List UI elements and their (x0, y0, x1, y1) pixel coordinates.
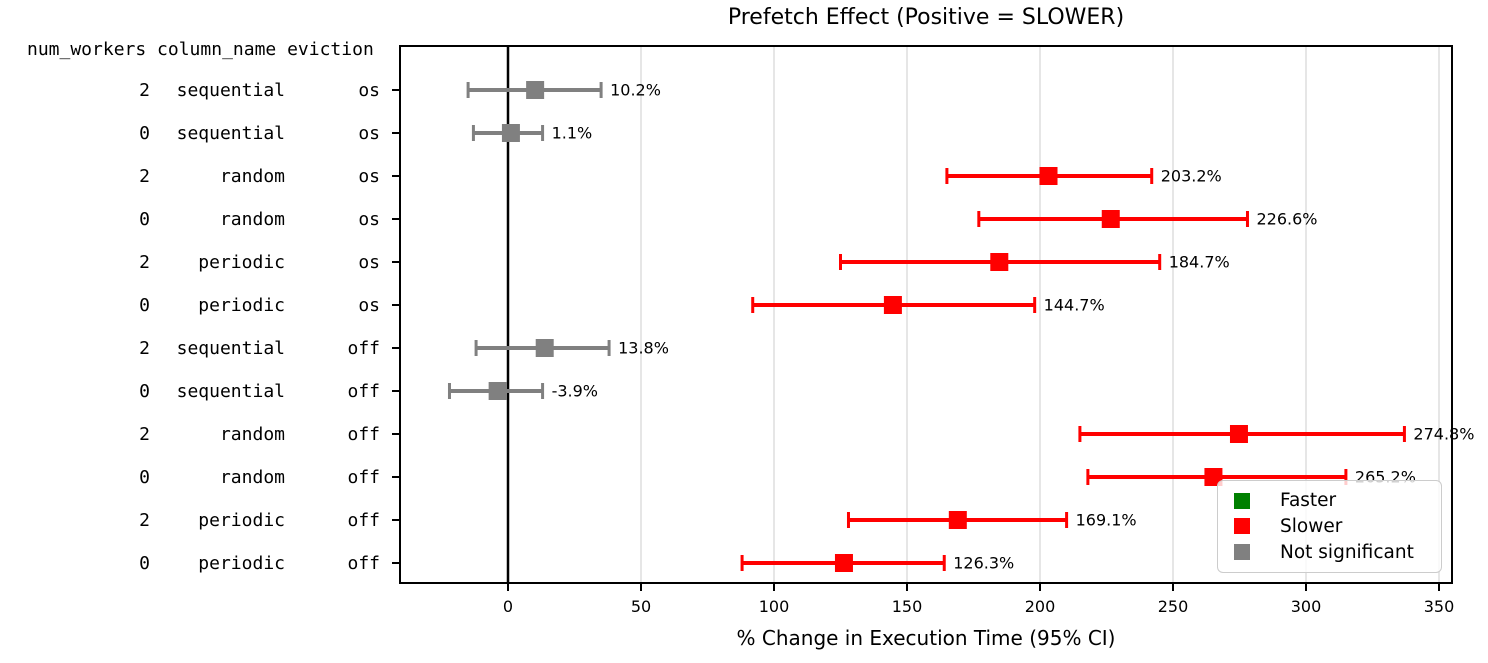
value-label: 144.7% (1044, 296, 1105, 315)
row-label-column-name: periodic (198, 252, 285, 273)
x-tick-label: 250 (1158, 597, 1189, 616)
marker (501, 124, 520, 142)
value-label: 203.2% (1161, 167, 1222, 186)
value-label: 169.1% (1076, 511, 1137, 530)
legend-swatch (1234, 492, 1250, 509)
x-tick-label: 200 (1025, 597, 1056, 616)
row-label-eviction: os (358, 252, 380, 273)
marker (1039, 167, 1058, 185)
chart-title: Prefetch Effect (Positive = SLOWER) (727, 5, 1125, 30)
value-label: -3.9% (552, 382, 598, 401)
x-tick-label: 50 (631, 597, 651, 616)
marker (526, 81, 545, 99)
value-label: 13.8% (618, 339, 669, 358)
row-label-eviction: os (358, 166, 380, 187)
row-label-num-workers: 2 (139, 80, 150, 101)
plot-border (399, 45, 1453, 584)
row-label-column-name: sequential (177, 381, 285, 402)
marker (948, 511, 967, 529)
marker (488, 382, 507, 400)
row-label-column-name: random (220, 424, 285, 445)
value-label: 10.2% (610, 81, 661, 100)
row-label-num-workers: 0 (139, 381, 150, 402)
row-label-column-name: sequential (177, 123, 285, 144)
row-label-column-name: sequential (177, 338, 285, 359)
row-label-num-workers: 2 (139, 166, 150, 187)
row-label-eviction: off (347, 510, 380, 531)
row-label-column-name: periodic (198, 295, 285, 316)
row-label-num-workers: 2 (139, 338, 150, 359)
legend-swatch (1234, 544, 1250, 561)
row-label-num-workers: 2 (139, 424, 150, 445)
x-tick-label: 0 (503, 597, 513, 616)
row-label-column-name: random (220, 467, 285, 488)
row-label-num-workers: 0 (139, 295, 150, 316)
legend-label: Not significant (1280, 541, 1414, 563)
legend-label: Faster (1280, 490, 1337, 512)
legend-item: Not significant (1234, 542, 1433, 563)
row-label-num-workers: 0 (139, 209, 150, 230)
legend-swatch (1234, 518, 1250, 535)
row-label-num-workers: 0 (139, 553, 150, 574)
row-label-num-workers: 2 (139, 510, 150, 531)
legend: Faster Slower Not significant (1217, 480, 1442, 573)
x-tick-label: 150 (892, 597, 923, 616)
marker (990, 253, 1009, 271)
marker (1229, 425, 1248, 443)
row-label-num-workers: 0 (139, 123, 150, 144)
row-label-eviction: off (347, 424, 380, 445)
marker (834, 554, 853, 572)
row-label-eviction: os (358, 123, 380, 144)
value-label: 184.7% (1169, 253, 1230, 272)
y-axis-column-headers: num_workers column_name eviction (27, 39, 374, 60)
row-label-column-name: periodic (198, 510, 285, 531)
row-label-num-workers: 0 (139, 467, 150, 488)
x-tick-label: 300 (1291, 597, 1322, 616)
legend-item: Slower (1234, 516, 1433, 537)
row-label-column-name: sequential (177, 80, 285, 101)
value-label: 126.3% (953, 554, 1014, 573)
row-label-eviction: off (347, 338, 380, 359)
row-label-eviction: os (358, 295, 380, 316)
row-label-column-name: random (220, 166, 285, 187)
row-label-eviction: os (358, 80, 380, 101)
row-label-eviction: off (347, 467, 380, 488)
legend-item: Faster (1234, 490, 1433, 511)
marker (1101, 210, 1120, 228)
value-label: 274.8% (1413, 425, 1474, 444)
value-label: 226.6% (1256, 210, 1317, 229)
x-tick-label: 350 (1424, 597, 1455, 616)
row-label-eviction: os (358, 209, 380, 230)
x-tick-label: 100 (759, 597, 790, 616)
row-label-eviction: off (347, 381, 380, 402)
legend-label: Slower (1280, 515, 1343, 537)
row-label-num-workers: 2 (139, 252, 150, 273)
row-label-eviction: off (347, 553, 380, 574)
row-label-column-name: random (220, 209, 285, 230)
x-axis-label: % Change in Execution Time (95% CI) (736, 626, 1116, 650)
row-label-column-name: periodic (198, 553, 285, 574)
value-label: 1.1% (552, 124, 593, 143)
marker (883, 296, 902, 314)
marker (535, 339, 554, 357)
